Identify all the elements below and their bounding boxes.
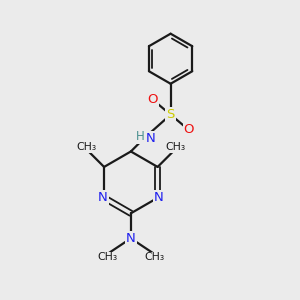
Text: S: S	[167, 108, 175, 121]
Text: O: O	[184, 124, 194, 136]
Text: CH₃: CH₃	[165, 142, 185, 152]
Text: O: O	[147, 93, 158, 106]
Text: N: N	[146, 132, 155, 145]
Text: CH₃: CH₃	[76, 142, 97, 152]
Text: N: N	[98, 191, 107, 204]
Text: CH₃: CH₃	[97, 253, 117, 262]
Text: N: N	[126, 232, 136, 245]
Text: H: H	[136, 130, 145, 143]
Text: CH₃: CH₃	[144, 253, 164, 262]
Text: N: N	[154, 191, 164, 204]
